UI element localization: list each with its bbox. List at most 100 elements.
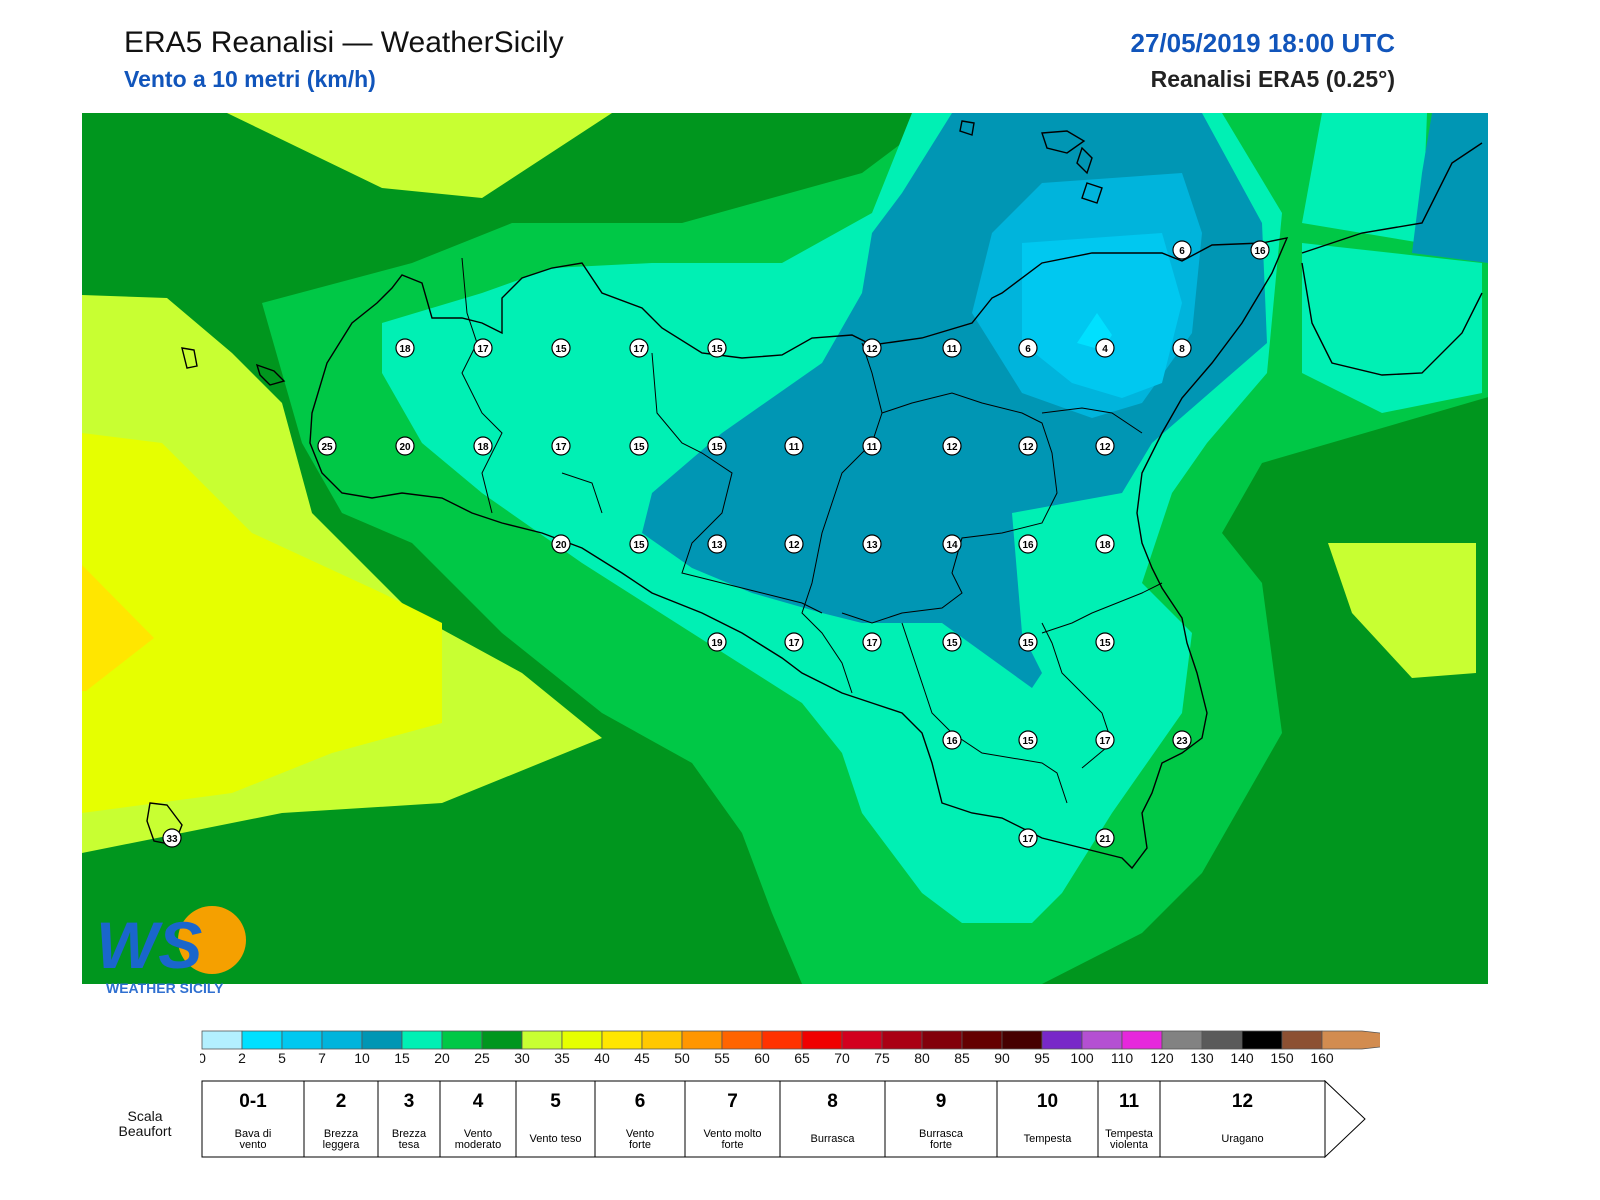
station-marker: 17: [1095, 730, 1115, 750]
station-value: 12: [866, 344, 878, 355]
contour-40-45: [82, 565, 154, 691]
station-marker: 15: [942, 632, 962, 652]
station-marker: 14: [942, 534, 962, 554]
logo-wordmark: WEATHER SICILY: [106, 980, 224, 996]
station-value: 15: [633, 540, 645, 551]
station-value: 33: [166, 834, 178, 845]
station-value: 17: [866, 638, 878, 649]
station-value: 17: [477, 344, 489, 355]
beaufort-arrow: [1324, 1080, 1366, 1159]
wind-contours: [82, 113, 1488, 984]
station-marker: 6: [1018, 338, 1038, 358]
beaufort-cell: [1159, 1080, 1326, 1158]
station-marker: 11: [784, 436, 804, 456]
station-marker: 12: [942, 436, 962, 456]
colorbar-tick-label: 7: [318, 1050, 326, 1065]
colorbar-tick-label: 55: [714, 1050, 730, 1065]
station-marker: 15: [707, 338, 727, 358]
colorbar-tick-label: 110: [1111, 1050, 1134, 1065]
station-markers: 18 17 15 17 15 12 11 6 4 8 25 20 18 17 15 15 11 11 12 12 12 2…: [162, 240, 1270, 848]
beaufort-number: 2: [336, 1091, 347, 1112]
beaufort-number: 9: [936, 1091, 947, 1112]
station-marker: 13: [707, 534, 727, 554]
colorbar-tick-label: 100: [1070, 1050, 1094, 1065]
station-marker: 15: [629, 534, 649, 554]
station-value: 4: [1102, 344, 1108, 355]
station-value: 16: [1022, 540, 1034, 551]
station-circle: [395, 436, 415, 456]
beaufort-cell: [684, 1080, 781, 1158]
contour-35-40: [82, 433, 442, 813]
beaufort-name: Brezza: [392, 1128, 427, 1140]
station-marker: 16: [942, 730, 962, 750]
colorbar-cell: [841, 1030, 883, 1050]
station-value: 23: [1176, 736, 1188, 747]
station-marker: 15: [551, 338, 571, 358]
station-value: 17: [555, 442, 567, 453]
station-value: 20: [399, 442, 411, 453]
station-circle: [1095, 828, 1115, 848]
colorbar-tick-label: 75: [874, 1050, 890, 1065]
beaufort-cell: [377, 1080, 441, 1158]
station-value: 14: [946, 540, 958, 551]
beaufort-cell: [1097, 1080, 1161, 1158]
station-marker: 17: [473, 338, 493, 358]
colorbar-ticks: 0 2 5 7 10 15 20 25 30 35 40 45 50 55 60 65 70 75 80 85 90 95…: [200, 1050, 1334, 1065]
station-circle: [162, 828, 182, 848]
station-circle: [942, 730, 962, 750]
colorbar-tick-label: 85: [954, 1050, 970, 1065]
colorbar-cell: [1201, 1030, 1243, 1050]
station-value: 6: [1025, 344, 1031, 355]
station-marker: 18: [473, 436, 493, 456]
colorbar-tick-label: 140: [1230, 1050, 1254, 1065]
station-value: 17: [1022, 834, 1034, 845]
colorbar-cell: [281, 1030, 323, 1050]
station-value: 13: [711, 540, 723, 551]
contour-15-20-ne: [1302, 113, 1482, 413]
station-circle: [551, 338, 571, 358]
station-circle: [1095, 534, 1115, 554]
colorbar-cell: [641, 1030, 683, 1050]
station-marker: 17: [629, 338, 649, 358]
station-circle: [1095, 338, 1115, 358]
station-marker: 15: [1018, 730, 1038, 750]
wind-map: 18 17 15 17 15 12 11 6 4 8 25 20 18 17 15 15 11 11 12 12 12 2…: [82, 113, 1488, 984]
station-circle: [629, 338, 649, 358]
colorbar-cell: [201, 1030, 243, 1050]
station-circle: [707, 534, 727, 554]
colorbar-tick-label: 90: [994, 1050, 1010, 1065]
station-circle: [629, 436, 649, 456]
colorbar-tick-label: 120: [1150, 1050, 1174, 1065]
colorbar-cell: [881, 1030, 923, 1050]
station-value: 16: [1254, 246, 1266, 257]
station-circle: [942, 338, 962, 358]
station-circle: [1018, 730, 1038, 750]
beaufort-number: 6: [635, 1091, 646, 1112]
station-marker: 19: [707, 632, 727, 652]
station-marker: 18: [395, 338, 415, 358]
colorbar-cell: [1161, 1030, 1203, 1050]
beaufort-number: 11: [1119, 1091, 1140, 1112]
station-marker: 15: [707, 436, 727, 456]
colorbar-cell: [1241, 1030, 1283, 1050]
station-circle: [1095, 632, 1115, 652]
beaufort-name: vento: [240, 1139, 267, 1151]
station-marker: 17: [1018, 828, 1038, 848]
coastlines: [146, 120, 1483, 870]
colorbar-cell: [1001, 1030, 1043, 1050]
beaufort-cell: [439, 1080, 517, 1158]
station-value: 18: [399, 344, 411, 355]
colorbar-cells: [201, 1030, 1380, 1050]
colorbar-tick-label: 30: [514, 1050, 530, 1065]
colorbar-cell: [241, 1030, 283, 1050]
beaufort-number: 7: [727, 1091, 738, 1112]
colorbar-tick-label: 45: [634, 1050, 650, 1065]
station-value: 15: [633, 442, 645, 453]
colorbar: 0 2 5 7 10 15 20 25 30 35 40 45 50 55 60 65 70 75 80 85 90 95…: [200, 1030, 1380, 1065]
station-marker: 16: [1018, 534, 1038, 554]
colorbar-tick-label: 130: [1190, 1050, 1214, 1065]
station-circle: [707, 632, 727, 652]
beaufort-name: Brezza: [324, 1128, 359, 1140]
colorbar-tick-label: 60: [754, 1050, 770, 1065]
